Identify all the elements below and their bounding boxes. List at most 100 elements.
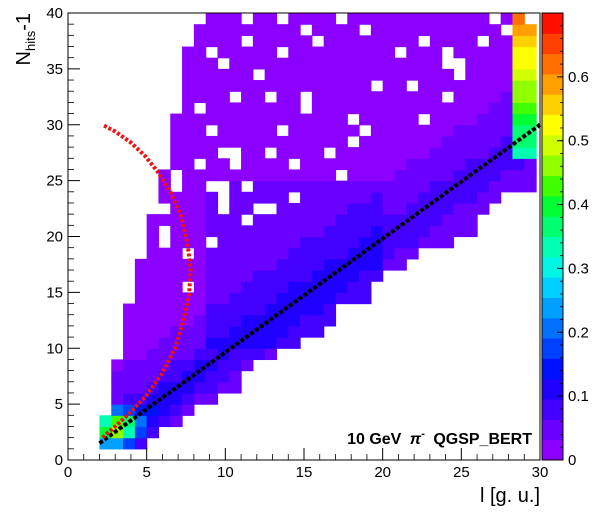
heatmap-cell — [264, 225, 278, 238]
heatmap-cell — [276, 236, 289, 249]
heatmap-cell — [488, 169, 502, 182]
colorbar-tick-label: 0.4 — [568, 197, 589, 214]
heatmap-cell — [394, 225, 407, 238]
heatmap-cell — [252, 258, 266, 271]
heatmap-cell — [170, 202, 183, 215]
heatmap-cell — [311, 169, 325, 182]
heatmap-cell — [359, 158, 372, 171]
x-tick-label: 0 — [64, 464, 72, 481]
heatmap-cell — [134, 404, 148, 416]
heatmap-cell — [394, 102, 407, 115]
heatmap-cell — [512, 13, 525, 25]
heatmap-cell — [193, 214, 207, 226]
heatmap-cell — [264, 35, 278, 48]
heatmap-cell — [170, 158, 183, 171]
heatmap-cell — [418, 13, 431, 25]
heatmap-cell — [134, 359, 148, 372]
heatmap-cell — [453, 124, 466, 137]
heatmap-cell — [193, 180, 207, 193]
heatmap-cell — [394, 135, 407, 148]
heatmap-cell — [311, 135, 325, 148]
heatmap-cell — [429, 80, 443, 92]
heatmap-cell — [205, 247, 219, 260]
heatmap-cells — [99, 13, 537, 450]
heatmap-cell — [394, 147, 407, 159]
heatmap-cell — [382, 113, 396, 126]
heatmap-cell — [158, 337, 171, 349]
heatmap-cell — [252, 191, 266, 204]
heatmap-cell — [182, 180, 195, 193]
colorbar-tick-label: 0.5 — [568, 133, 589, 150]
heatmap-cell — [500, 46, 514, 59]
heatmap-cell — [170, 415, 183, 428]
heatmap-cell — [465, 147, 478, 159]
heatmap-cell — [241, 325, 254, 338]
colorbar-swatch — [542, 73, 563, 95]
heatmap-cell — [335, 57, 348, 70]
heatmap-cell — [370, 124, 384, 137]
colorbar-tick-label: 0.6 — [568, 69, 589, 86]
colorbar-swatch — [542, 256, 563, 278]
heatmap-cell — [288, 281, 301, 293]
heatmap-cell — [453, 202, 466, 215]
heatmap-cell — [453, 91, 466, 103]
heatmap-cell — [418, 135, 431, 148]
heatmap-cell — [441, 180, 455, 193]
heatmap-cell — [158, 348, 171, 361]
heatmap-cell — [453, 169, 466, 182]
heatmap-cell — [453, 13, 466, 25]
heatmap-cell — [182, 370, 195, 383]
heatmap-cell — [146, 270, 160, 282]
heatmap-cell — [252, 303, 266, 316]
series-layer — [98, 123, 542, 445]
colorbar-swatch — [542, 175, 563, 197]
heatmap-cell — [241, 80, 254, 92]
heatmap-cell — [524, 113, 537, 126]
heatmap-cell — [241, 258, 254, 271]
heatmap-cell — [488, 191, 502, 204]
y-tick-label: 20 — [46, 229, 63, 246]
heatmap-cell — [429, 24, 443, 36]
heatmap-cell — [146, 359, 160, 372]
heatmap-cell — [323, 57, 337, 70]
heatmap-cell — [488, 68, 502, 81]
heatmap-cell — [323, 158, 337, 171]
heatmap-cell — [335, 202, 348, 215]
heatmap-cell — [229, 13, 242, 25]
heatmap-cell — [264, 124, 278, 137]
heatmap-cell — [193, 392, 207, 405]
heatmap-cell — [288, 337, 301, 349]
heatmap-cell — [193, 24, 207, 36]
heatmap-cell — [288, 303, 301, 316]
heatmap-cell — [229, 370, 242, 383]
heatmap-cell — [158, 169, 171, 182]
y-axis-title-base: N — [13, 51, 35, 65]
heatmap-cell — [335, 46, 348, 59]
colorbar-swatch — [542, 53, 563, 75]
heatmap-cell — [158, 314, 171, 327]
colorbar-tick-label: 0.1 — [568, 388, 589, 405]
heatmap-cell — [524, 169, 537, 182]
heatmap-cell — [229, 46, 242, 59]
heatmap-cell — [359, 147, 372, 159]
heatmap-cell — [264, 13, 278, 25]
heatmap-cell — [146, 325, 160, 338]
heatmap-cell — [300, 124, 313, 137]
heatmap-cell — [205, 392, 219, 405]
annotation-energy: 10 GeV — [347, 431, 402, 448]
colorbar-swatch — [542, 297, 563, 319]
heatmap-cell — [252, 135, 266, 148]
heatmap-cell — [429, 124, 443, 137]
heatmap-cell — [335, 158, 348, 171]
heatmap-cell — [288, 258, 301, 271]
heatmap-cell — [205, 35, 219, 48]
heatmap-cell — [335, 191, 348, 204]
heatmap-cell — [276, 202, 289, 215]
heatmap-cell — [382, 24, 396, 36]
heatmap-cell — [488, 57, 502, 70]
heatmap-cell — [182, 91, 195, 103]
heatmap-cell — [264, 158, 278, 171]
heatmap-cell — [229, 191, 242, 204]
heatmap-cell — [311, 236, 325, 249]
heatmap-cell — [347, 24, 360, 36]
